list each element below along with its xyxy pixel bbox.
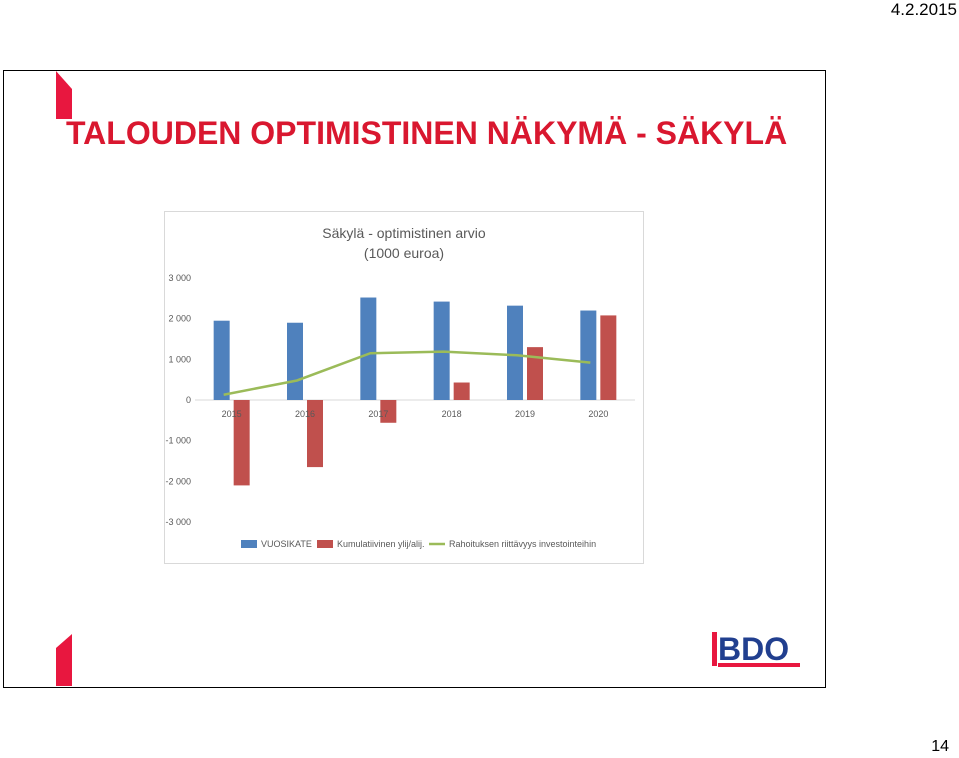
x-tick-label: 2019 [515, 409, 535, 419]
legend-swatch [317, 540, 333, 548]
y-tick-label: 0 [186, 395, 191, 405]
slide-title: TALOUDEN OPTIMISTINEN NÄKYMÄ - SÄKYLÄ [66, 115, 788, 151]
y-tick-label: 2 000 [168, 314, 191, 324]
legend-swatch [241, 540, 257, 548]
x-tick-label: 2016 [295, 409, 315, 419]
legend-label: Rahoituksen riittävyys investointeihin [449, 539, 596, 549]
logo-underline [718, 663, 800, 667]
bar-kumulatiivinen [307, 400, 323, 468]
page-date: 4.2.2015 [890, 0, 957, 19]
y-tick-label: 3 000 [168, 273, 191, 283]
bar-kumulatiivinen [380, 400, 397, 423]
bdo-logo: BDO [712, 631, 800, 667]
x-tick-label: 2017 [368, 409, 388, 419]
bar-kumulatiivinen [453, 382, 470, 400]
line-rahoitus [223, 350, 591, 396]
accent-bottom-shape [56, 634, 72, 686]
accent-top-shape [56, 71, 72, 119]
logo-red-bar [712, 632, 717, 666]
chart-title: Säkylä - optimistinen arvio [322, 225, 486, 241]
legend-label: Kumulatiivinen ylij/alij. [337, 539, 425, 549]
page-number: 14 [931, 738, 949, 755]
y-tick-label: -1 000 [165, 436, 191, 446]
chart-svg: Säkylä - optimistinen arvio (1000 euroa) 3… [165, 225, 635, 549]
y-tick-label: -2 000 [165, 476, 191, 486]
chart: Säkylä - optimistinen arvio (1000 euroa) 3… [164, 211, 644, 564]
bar-vuosikate [360, 297, 377, 400]
y-tick-label: 1 000 [168, 354, 191, 364]
bar-kumulatiivinen [233, 400, 250, 486]
bar-kumulatiivinen [527, 347, 543, 400]
bar-vuosikate [507, 305, 523, 400]
logo-text: BDO [718, 631, 789, 667]
bar-vuosikate [287, 322, 303, 400]
bar-vuosikate [580, 310, 597, 400]
bar-vuosikate [213, 320, 230, 400]
chart-subtitle: (1000 euroa) [364, 245, 444, 261]
bar-kumulatiivinen [600, 315, 617, 400]
slide: TALOUDEN OPTIMISTINEN NÄKYMÄ - SÄKYLÄ Sä… [3, 70, 826, 688]
x-tick-label: 2018 [442, 409, 462, 419]
x-tick-label: 2020 [588, 409, 608, 419]
legend-label: VUOSIKATE [261, 539, 312, 549]
x-tick-label: 2015 [222, 409, 242, 419]
y-tick-label: -3 000 [165, 517, 191, 527]
